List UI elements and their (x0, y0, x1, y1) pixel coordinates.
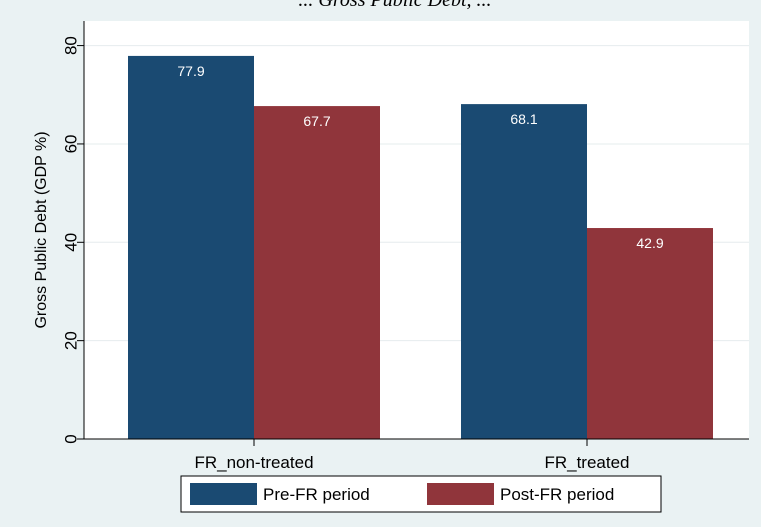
legend-label: Post-FR period (500, 485, 614, 504)
bar-data-label: 42.9 (636, 235, 663, 251)
data-labels: 77.9 67.7 68.1 42.9 (177, 63, 663, 251)
y-tick-label: 40 (61, 233, 80, 252)
bar (254, 106, 380, 440)
y-tick-label: 0 (61, 434, 80, 443)
x-axis-categories: FR_non-treated FR_treated (194, 439, 630, 472)
bar-data-label: 68.1 (510, 111, 537, 127)
y-tick-label: 20 (61, 331, 80, 350)
legend-label: Pre-FR period (263, 485, 370, 504)
legend-box (180, 475, 662, 513)
y-axis-ticks: 0 20 40 60 80 (61, 36, 84, 444)
bar-data-label: 77.9 (177, 63, 204, 79)
x-category-label: FR_non-treated (194, 453, 313, 472)
bars (128, 55, 713, 440)
bar (461, 104, 587, 439)
chart-title: ... Gross Public Debt, ... (298, 0, 491, 11)
bar (128, 55, 254, 440)
legend-swatch (190, 483, 257, 505)
y-tick-label: 80 (61, 36, 80, 55)
y-axis-title: Gross Public Debt (GDP %) (33, 131, 50, 328)
legend: Pre-FR period Post-FR period (180, 475, 662, 513)
y-tick-label: 60 (61, 134, 80, 153)
x-category-label: FR_treated (544, 453, 629, 472)
bar (587, 228, 713, 439)
bar-data-label: 67.7 (303, 113, 330, 129)
legend-swatch (427, 483, 494, 505)
